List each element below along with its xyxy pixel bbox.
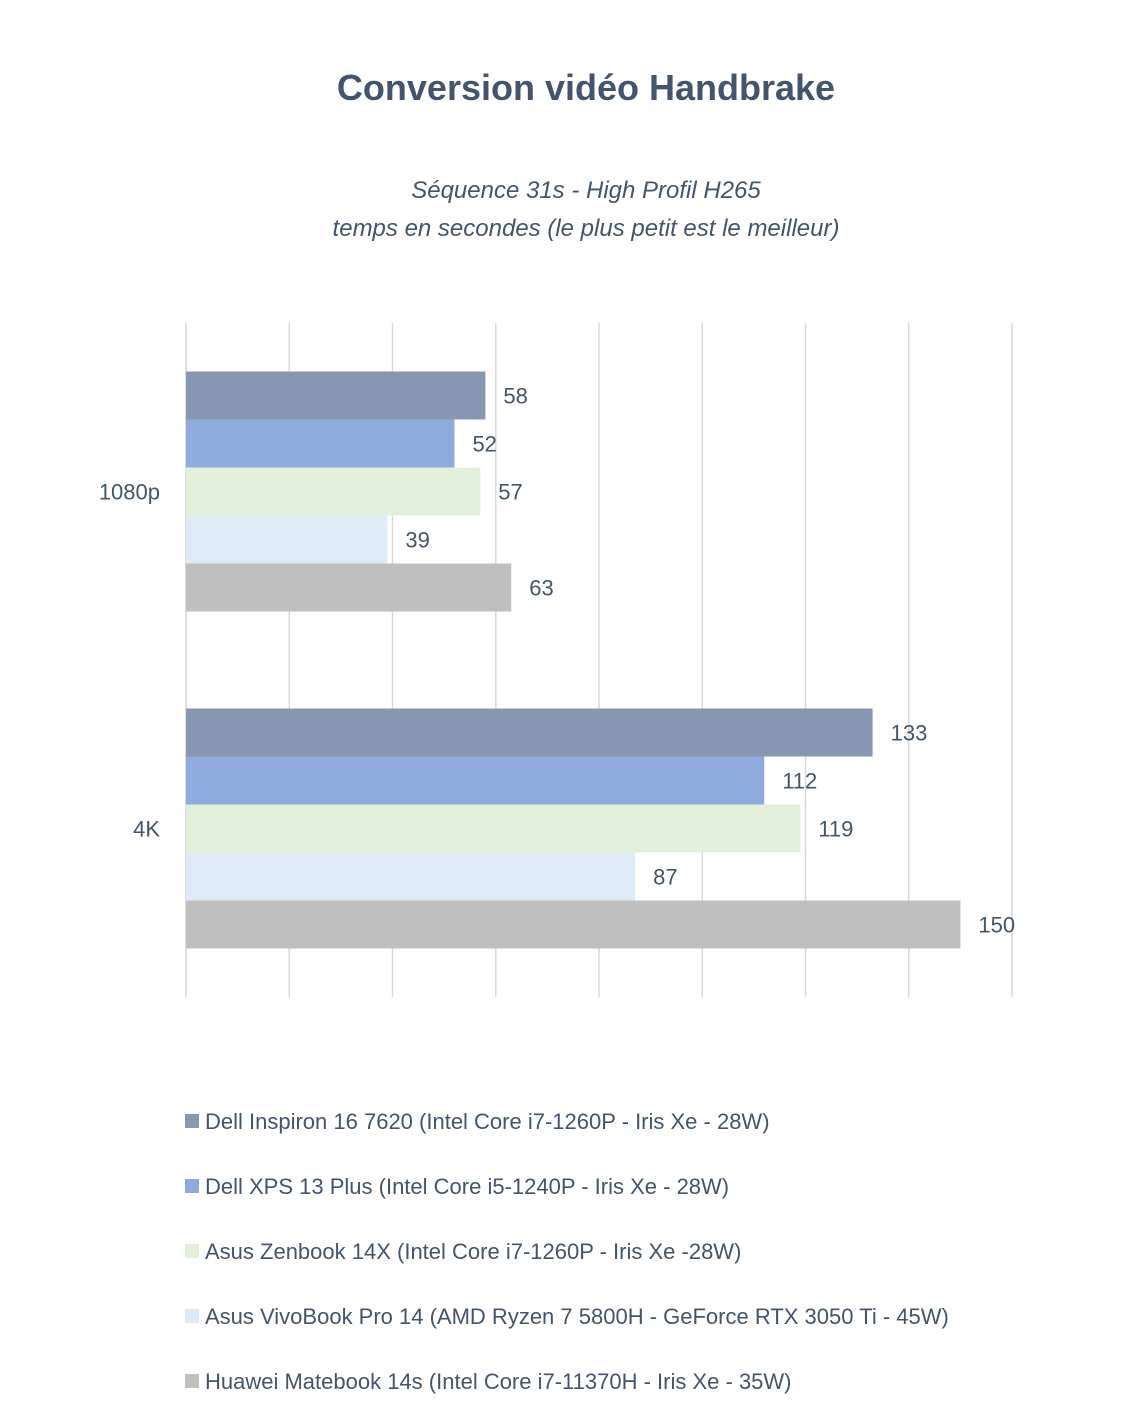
- bar: [186, 563, 512, 612]
- legend-swatch: [185, 1179, 199, 1193]
- data-label: 52: [472, 432, 496, 457]
- category-label: 4K: [133, 817, 160, 842]
- legend-label: Dell XPS 13 Plus (Intel Core i5-1240P - …: [205, 1174, 729, 1199]
- data-label: 63: [529, 576, 553, 601]
- chart-subtitle-line-1: Séquence 31s - High Profil H265: [411, 177, 761, 204]
- legend-label: Asus VivoBook Pro 14 (AMD Ryzen 7 5800H …: [205, 1304, 949, 1329]
- data-label: 57: [498, 480, 522, 505]
- category-label: 1080p: [99, 480, 160, 505]
- legend: Dell Inspiron 16 7620 (Intel Core i7-126…: [185, 1109, 949, 1394]
- bar: [186, 467, 481, 516]
- legend-label: Dell Inspiron 16 7620 (Intel Core i7-126…: [205, 1109, 770, 1134]
- chart-title: Conversion vidéo Handbrake: [337, 67, 835, 108]
- data-label: 58: [503, 384, 527, 409]
- bar: [186, 804, 801, 853]
- bar: [186, 708, 873, 757]
- category-labels: 1080p 4K: [99, 480, 161, 842]
- bar: [186, 756, 765, 805]
- legend-swatch: [185, 1114, 199, 1128]
- data-label: 150: [978, 913, 1015, 938]
- bar: [186, 515, 388, 564]
- legend-swatch: [185, 1309, 199, 1323]
- data-label: 133: [891, 721, 928, 746]
- data-label: 87: [653, 865, 677, 890]
- bar: [186, 371, 486, 420]
- bar: [186, 419, 455, 468]
- bar: [186, 852, 636, 901]
- bar: [186, 900, 961, 949]
- data-label: 112: [782, 769, 817, 794]
- chart-subtitle-line-2: temps en secondes (le plus petit est le …: [333, 215, 840, 242]
- data-label: 119: [818, 817, 853, 842]
- legend-swatch: [185, 1374, 199, 1388]
- legend-label: Asus Zenbook 14X (Intel Core i7-1260P - …: [205, 1239, 741, 1264]
- legend-label: Huawei Matebook 14s (Intel Core i7-11370…: [205, 1369, 792, 1394]
- legend-swatch: [185, 1244, 199, 1258]
- data-label: 39: [405, 528, 429, 553]
